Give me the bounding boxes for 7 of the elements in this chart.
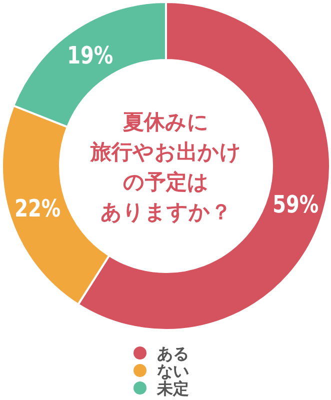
data-label: 19% — [67, 42, 114, 70]
legend-label: ない — [157, 362, 189, 380]
text: 夏休みに旅行やお出かけの予定はありますか？ — [90, 110, 242, 224]
data-label: 59% — [272, 192, 319, 220]
data-label: 22% — [14, 196, 61, 224]
legend-label: ある — [157, 344, 189, 363]
legend-label: 未定 — [156, 379, 189, 398]
